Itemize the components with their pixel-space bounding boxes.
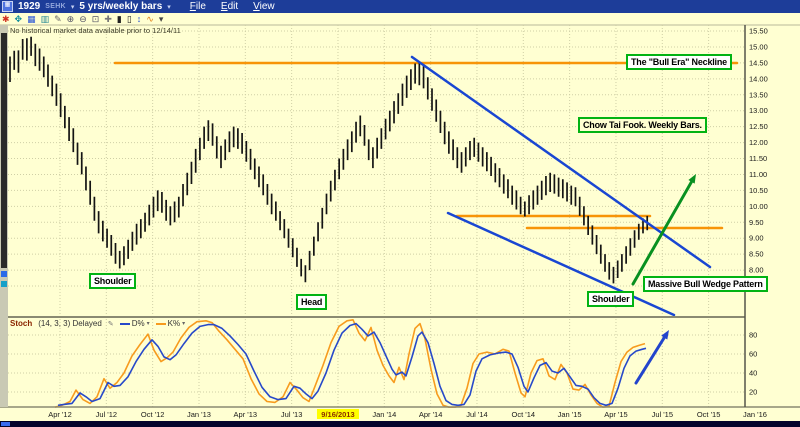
stoch-arrow-head [661,330,669,340]
indicator-icon[interactable]: ∿ [146,14,154,24]
chart-grid-icon[interactable]: ▦ [27,14,36,24]
price-axis-label: 9.00 [749,234,764,243]
window-icon: ▦ [2,1,13,12]
price-axis-label: 10.00 [749,202,768,211]
bars-style-icon[interactable]: ▮ [116,14,122,24]
date-axis-label: Jul '15 [652,410,673,419]
date-axis-label: Oct '14 [512,410,536,419]
date-axis-label: Jul '12 [96,410,117,419]
price-axis-label: 15.50 [749,27,768,36]
candles-style-icon[interactable]: ▯ [126,14,132,24]
date-axis-label: Apr '12 [48,410,72,419]
price-axis-label: 9.50 [749,218,764,227]
zoom-box-icon[interactable]: ⊡ [91,14,100,24]
date-axis-label: Oct '15 [697,410,721,419]
date-axis-label: Jan '14 [372,410,396,419]
stoch-k-color-dash [155,322,166,325]
stoch-edit-icon[interactable]: ✎ [107,320,114,328]
scrollbar-thumb[interactable] [1,33,7,268]
price-axis-label: 13.50 [749,90,768,99]
price-axis-label: 13.00 [749,106,768,115]
stoch-k-dropdown-icon[interactable]: ▾ [182,321,186,327]
date-axis-label: Jan '16 [743,410,767,419]
price-axis-label: 15.00 [749,42,768,51]
trendline-wedge-lower[interactable] [446,211,676,317]
date-axis-label: Jan '13 [187,410,211,419]
date-axis-label: Oct '12 [141,410,165,419]
toolbar: ✱ ✥ ▦ ▥ ✎ ⊕ ⊖ ⊡ ✚ ▮ ▯ ↕ ∿ ▾ [0,13,800,25]
price-axis-label: 10.50 [749,186,768,195]
crosshair-icon[interactable]: ✚ [104,14,112,24]
app-marker-icon[interactable]: ✱ [2,14,10,24]
scale-icon[interactable]: ↕ [136,14,142,24]
price-axis-label: 11.00 [749,170,767,179]
scrollbar-button-bottom[interactable] [1,281,7,287]
annotation-chart-title[interactable]: Chow Tai Fook. Weekly Bars. [578,117,707,134]
symbol-dropdown-icon[interactable]: ▾ [70,3,75,11]
title-bar[interactable]: ▦ 1929 SEHK ▾ 5 yrs/weekly bars ▾ File E… [0,0,800,13]
vertical-scrollbar[interactable] [0,25,8,407]
annotation-head[interactable]: Head [296,294,328,311]
price-axis-label: 12.50 [749,122,768,131]
scrollbar-button-top[interactable] [1,271,7,277]
price-axis-label: 11.50 [749,154,767,163]
stoch-axis-label: 20 [749,388,757,397]
no-data-notice: No historical market data available prio… [10,26,181,35]
more-tools-icon[interactable]: ▾ [158,14,164,24]
timeframe-label[interactable]: 5 yrs/weekly bars [79,1,163,12]
annotation-bull-era-neckline[interactable]: The "Bull Era" Neckline [626,54,732,71]
menu-file[interactable]: File [189,1,206,12]
annotation-shoulder-right[interactable]: Shoulder [587,291,635,308]
stoch-k-line [54,318,646,409]
stoch-d-color-dash [119,322,130,325]
price-axis-label: 14.50 [749,58,768,67]
date-axis-label: Jan '15 [558,410,582,419]
date-axis-label: Apr '15 [604,410,628,419]
layout-icon[interactable]: ▥ [40,14,50,24]
stoch-d-label: D% [131,319,145,328]
menu-view[interactable]: View [253,1,275,12]
price-axis-label: 8.00 [749,266,764,275]
stoch-params: (14, 3, 3) Delayed [38,319,102,328]
annotation-bull-wedge[interactable]: Massive Bull Wedge Pattern [643,276,768,293]
symbol-label[interactable]: 1929 [18,1,41,12]
stoch-d-legend[interactable]: D% ▾ [119,319,150,328]
stoch-axis-label: 60 [749,350,757,359]
trendline-wedge-upper[interactable] [410,55,712,269]
stoch-d-line [57,322,647,407]
zoom-in-icon[interactable]: ⊕ [66,14,75,24]
price-bars [9,36,649,284]
date-axis-label: Apr '13 [234,410,258,419]
status-bar [0,421,800,427]
exchange-label: SEHK [45,3,66,10]
stoch-name: Stoch [10,319,33,328]
stoch-arrow[interactable] [634,336,666,385]
stoch-indicator-header: Stoch (14, 3, 3) Delayed ✎ D% ▾ K% ▾ [10,319,185,328]
date-axis-label: Jul '14 [466,410,487,419]
stoch-d-dropdown-icon[interactable]: ▾ [146,321,150,327]
move-tool-icon[interactable]: ✥ [14,14,23,24]
date-highlight [316,409,359,419]
price-axis-label: 12.00 [749,138,768,147]
stoch-k-label: K% [167,319,181,328]
status-chip [1,422,10,426]
zoom-out-icon[interactable]: ⊖ [79,14,87,24]
date-axis-label-highlighted: 9/16/2013 [321,410,354,419]
bull-arrow[interactable] [631,180,694,286]
stoch-axis-label: 80 [749,331,757,340]
price-axis-label: 14.00 [749,74,768,83]
date-axis-label: Jul '13 [281,410,302,419]
stoch-axis-label: 40 [749,369,757,378]
date-axis-label: Apr '14 [419,410,443,419]
price-axis-label: 8.50 [749,250,764,259]
stoch-k-legend[interactable]: K% ▾ [155,319,186,328]
timeframe-dropdown-icon[interactable]: ▾ [167,3,171,11]
annotation-shoulder-left[interactable]: Shoulder [89,273,137,290]
draw-tool-icon[interactable]: ✎ [54,14,62,24]
bull-arrow-head [688,174,696,184]
menu-edit[interactable]: Edit [220,1,239,12]
